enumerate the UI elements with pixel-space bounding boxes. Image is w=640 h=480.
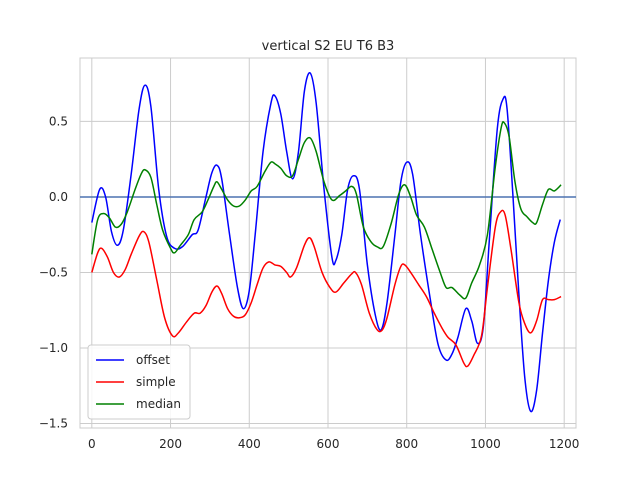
legend-box — [87, 344, 191, 420]
x-tick-label: 1000 — [470, 437, 501, 451]
legend: offset simple median — [87, 344, 191, 420]
y-tick-label: −1.5 — [39, 416, 68, 430]
y-tick-label: 0.5 — [49, 114, 68, 128]
x-tick-label: 200 — [159, 437, 182, 451]
y-tick-label: −0.5 — [39, 265, 68, 279]
series-layer — [91, 72, 562, 413]
series-line-median — [91, 121, 562, 300]
y-axis-ticks: −1.5 −1.0 −0.5 0.0 0.5 — [39, 114, 68, 430]
chart-title: vertical S2 EU T6 B3 — [262, 39, 395, 54]
series-line-simple — [91, 209, 562, 368]
x-tick-label: 800 — [395, 437, 418, 451]
x-tick-label: 1200 — [549, 437, 580, 451]
x-tick-label: 0 — [88, 437, 96, 451]
x-axis-ticks: 0 200 400 600 800 1000 1200 — [88, 437, 579, 451]
legend-label-median: median — [136, 397, 181, 411]
y-tick-label: −1.0 — [39, 341, 68, 355]
legend-label-offset: offset — [136, 353, 170, 367]
y-tick-label: 0.0 — [49, 190, 68, 204]
x-tick-label: 400 — [238, 437, 261, 451]
legend-label-simple: simple — [136, 375, 176, 389]
x-tick-label: 600 — [317, 437, 340, 451]
